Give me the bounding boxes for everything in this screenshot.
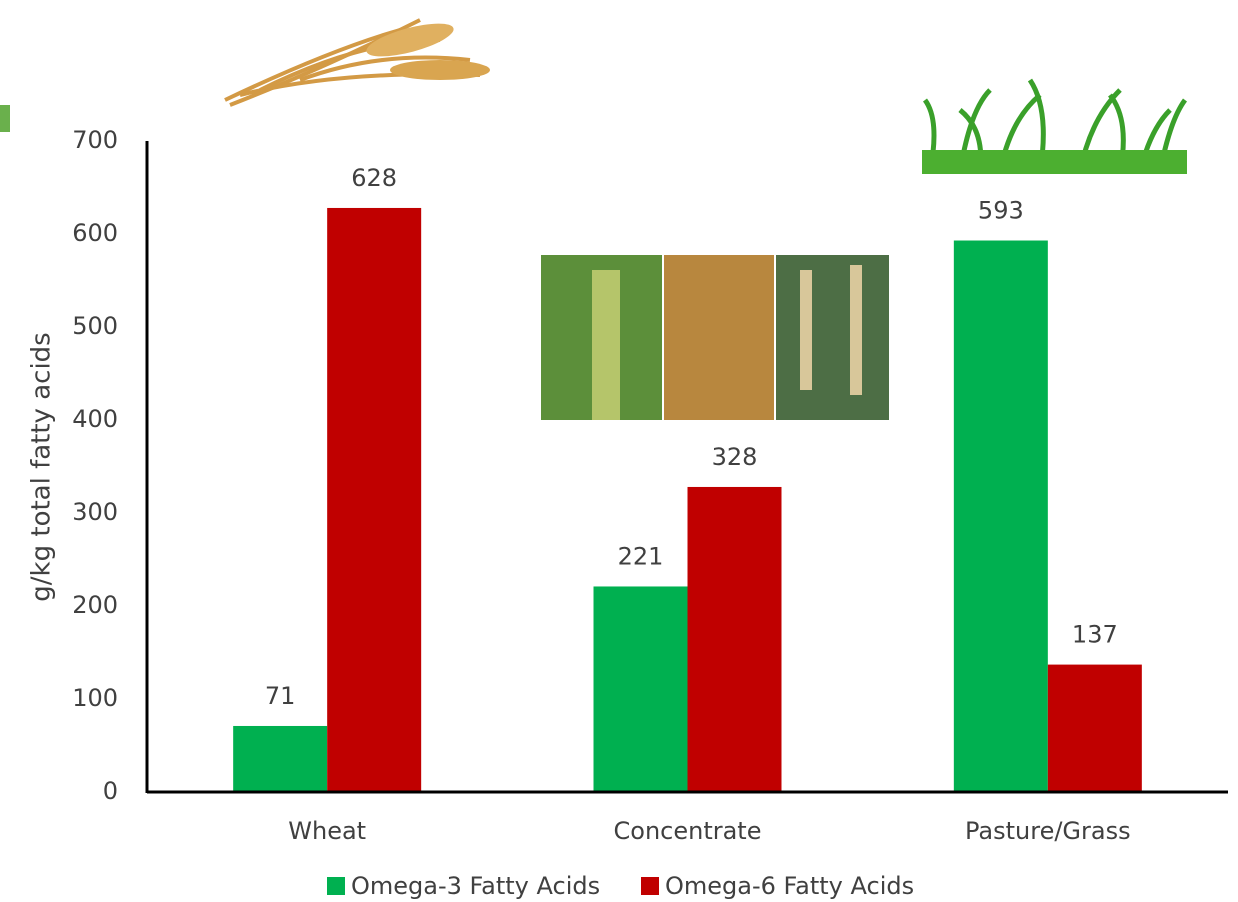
legend-swatch	[641, 877, 659, 895]
data-label: 593	[978, 197, 1024, 225]
legend-label: Omega-6 Fatty Acids	[665, 872, 914, 900]
bar	[1047, 664, 1142, 792]
data-label: 328	[712, 443, 758, 471]
data-label: 71	[265, 682, 296, 710]
y-tick-label: 100	[72, 684, 118, 712]
x-tick-label: Pasture/Grass	[965, 817, 1131, 845]
legend-label: Omega-3 Fatty Acids	[351, 872, 600, 900]
y-tick-label: 600	[72, 219, 118, 247]
bar	[327, 207, 422, 792]
data-label: 137	[1072, 621, 1118, 649]
bar	[687, 486, 782, 792]
data-label: 221	[618, 542, 664, 570]
crops-picture	[541, 255, 889, 420]
y-tick-label: 400	[72, 405, 118, 433]
wheat-picture	[224, 18, 490, 107]
data-label: 628	[351, 164, 397, 192]
decor-mark	[0, 105, 10, 132]
y-tick-label: 500	[72, 312, 118, 340]
bar	[593, 586, 688, 792]
x-tick-label: Concentrate	[614, 817, 762, 845]
y-tick-label: 0	[103, 777, 118, 805]
legend-swatch	[327, 877, 345, 895]
bar	[953, 240, 1048, 792]
y-axis-label: g/kg total fatty acids	[27, 332, 57, 601]
y-tick-label: 700	[72, 126, 118, 154]
grass-picture	[922, 78, 1188, 174]
bar	[233, 725, 328, 792]
x-tick-label: Wheat	[288, 817, 366, 845]
y-tick-label: 300	[72, 498, 118, 526]
y-tick-label: 200	[72, 591, 118, 619]
